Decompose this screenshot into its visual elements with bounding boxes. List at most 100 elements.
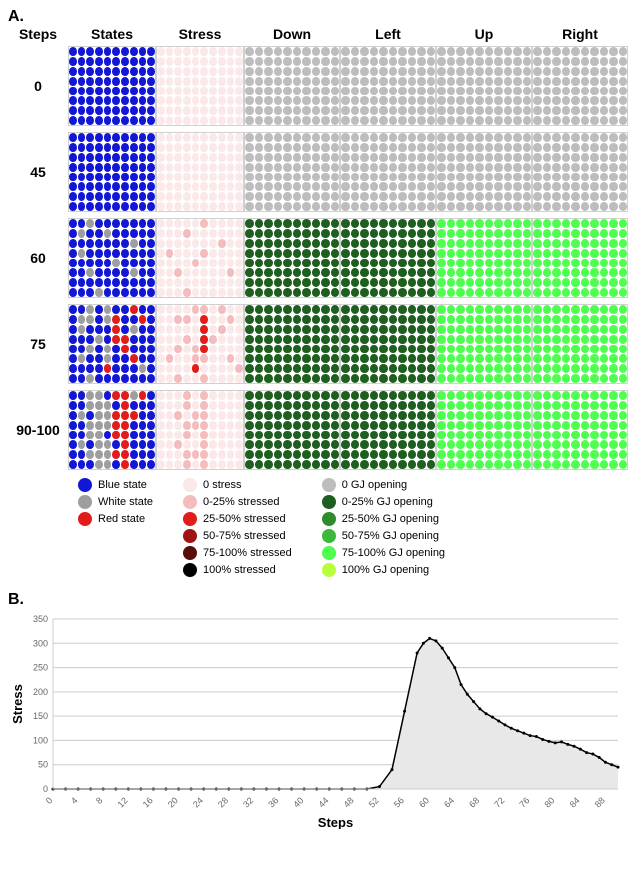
- cell: [562, 133, 571, 142]
- cell: [331, 77, 340, 86]
- cell: [235, 315, 243, 324]
- cell: [543, 278, 552, 287]
- cell: [157, 163, 165, 172]
- cell: [485, 133, 494, 142]
- cell: [447, 153, 456, 162]
- cell: [619, 67, 628, 76]
- cell: [166, 440, 174, 449]
- cell: [552, 374, 561, 383]
- cell: [389, 173, 398, 182]
- cell: [218, 153, 226, 162]
- cell: [200, 421, 208, 430]
- cell: [408, 278, 417, 287]
- cell: [157, 57, 165, 66]
- cell: [86, 87, 94, 96]
- cell: [379, 96, 388, 105]
- cell: [571, 67, 580, 76]
- cell: [104, 77, 112, 86]
- cell: [504, 182, 513, 191]
- cell: [408, 87, 417, 96]
- cell: [485, 354, 494, 363]
- cell: [370, 288, 379, 297]
- cell: [321, 288, 330, 297]
- cell: [302, 391, 311, 400]
- cell: [130, 192, 138, 201]
- cell: [312, 315, 321, 324]
- cell: [183, 153, 191, 162]
- cell: [600, 335, 609, 344]
- svg-text:80: 80: [542, 795, 556, 809]
- cell: [360, 143, 369, 152]
- cell: [504, 77, 513, 86]
- cell: [494, 133, 503, 142]
- cell: [78, 239, 86, 248]
- cell: [619, 345, 628, 354]
- cell: [157, 305, 165, 314]
- cell: [121, 278, 129, 287]
- cell: [398, 77, 407, 86]
- cell: [78, 278, 86, 287]
- cell: [417, 67, 426, 76]
- cell: [147, 229, 155, 238]
- cell: [370, 106, 379, 115]
- cell: [166, 143, 174, 152]
- cell: [427, 229, 436, 238]
- cell: [264, 192, 273, 201]
- cell: [302, 87, 311, 96]
- cell: [218, 77, 226, 86]
- cell: [341, 116, 350, 125]
- cell: [183, 192, 191, 201]
- cell: [302, 239, 311, 248]
- cell: [331, 315, 340, 324]
- cell: [86, 305, 94, 314]
- cell: [166, 229, 174, 238]
- cell: [351, 133, 360, 142]
- cell: [408, 202, 417, 211]
- cell: [466, 288, 475, 297]
- cell: [200, 431, 208, 440]
- cell: [581, 421, 590, 430]
- cell-grid: [244, 218, 340, 298]
- cell: [183, 229, 191, 238]
- cell: [504, 219, 513, 228]
- cell: [600, 450, 609, 459]
- legend-label: White state: [98, 496, 153, 508]
- cell: [183, 450, 191, 459]
- cell: [218, 182, 226, 191]
- cell: [571, 440, 580, 449]
- cell: [245, 173, 254, 182]
- cell: [174, 411, 182, 420]
- cell: [200, 182, 208, 191]
- cell: [427, 219, 436, 228]
- cell: [255, 421, 264, 430]
- cell: [157, 153, 165, 162]
- cell: [264, 67, 273, 76]
- cell: [174, 77, 182, 86]
- cell: [86, 325, 94, 334]
- cell: [218, 87, 226, 96]
- cell: [543, 401, 552, 410]
- cell: [86, 192, 94, 201]
- cell: [533, 192, 542, 201]
- cell: [147, 268, 155, 277]
- cell: [600, 305, 609, 314]
- cell: [590, 325, 599, 334]
- cell: [264, 96, 273, 105]
- cell: [192, 364, 200, 373]
- svg-text:76: 76: [517, 795, 531, 809]
- cell: [321, 401, 330, 410]
- cell: [139, 268, 147, 277]
- cell: [174, 288, 182, 297]
- cell: [174, 116, 182, 125]
- cell: [523, 374, 532, 383]
- cell: [283, 278, 292, 287]
- cell: [264, 219, 273, 228]
- cell: [255, 106, 264, 115]
- cell: [312, 335, 321, 344]
- cell: [351, 192, 360, 201]
- cell: [341, 229, 350, 238]
- cell: [523, 57, 532, 66]
- cell: [331, 143, 340, 152]
- cell: [283, 57, 292, 66]
- cell: [456, 67, 465, 76]
